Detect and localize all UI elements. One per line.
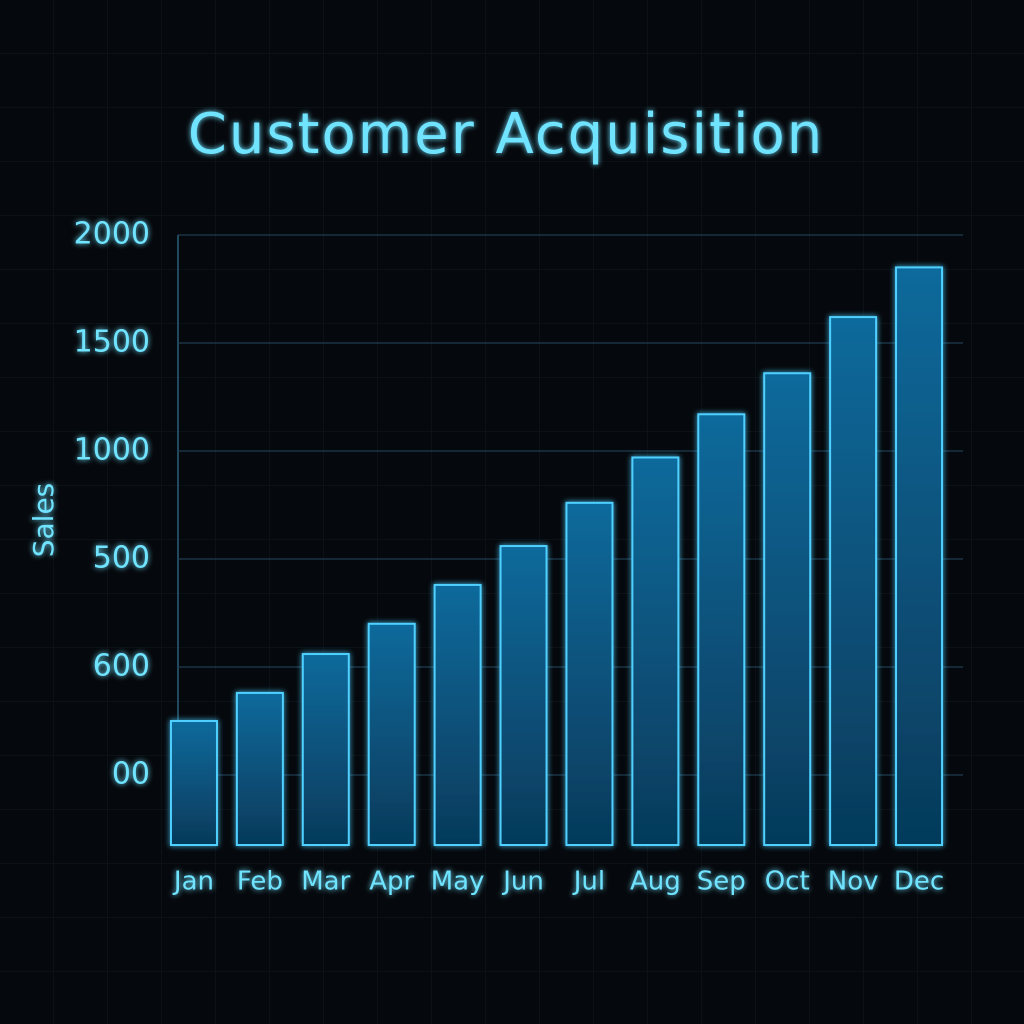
bar bbox=[433, 583, 482, 847]
y-tick-label: 500 bbox=[93, 541, 150, 576]
bar bbox=[895, 266, 944, 846]
y-tick-label: 00 bbox=[112, 757, 150, 792]
bar bbox=[499, 545, 548, 846]
bar bbox=[367, 622, 416, 846]
y-tick-label: 1500 bbox=[74, 325, 150, 360]
x-tick-label: Jun bbox=[501, 867, 544, 897]
bar bbox=[631, 456, 680, 846]
bar bbox=[763, 372, 812, 846]
x-tick-label: May bbox=[431, 867, 485, 897]
x-tick-label: Jan bbox=[172, 867, 214, 897]
bar bbox=[565, 501, 614, 846]
x-tick-label: Nov bbox=[828, 867, 879, 897]
bar bbox=[169, 720, 218, 847]
x-tick-label: Oct bbox=[765, 867, 810, 897]
bar bbox=[235, 691, 284, 846]
bar bbox=[301, 653, 350, 846]
y-tick-label: 1000 bbox=[74, 433, 150, 468]
x-tick-label: Apr bbox=[369, 867, 414, 897]
x-tick-label: Jul bbox=[572, 867, 605, 897]
x-tick-label: Feb bbox=[237, 867, 283, 897]
y-tick-label: 2000 bbox=[74, 217, 150, 252]
x-tick-label: Sep bbox=[697, 867, 746, 897]
bar bbox=[829, 316, 878, 846]
y-axis-label: Sales bbox=[27, 483, 60, 558]
x-tick-label: Aug bbox=[630, 867, 681, 897]
bar bbox=[697, 413, 746, 846]
x-tick-label: Dec bbox=[894, 867, 944, 897]
y-tick-label: 600 bbox=[93, 649, 150, 684]
chart-title: Customer Acquisition bbox=[188, 102, 825, 167]
x-tick-label: Mar bbox=[301, 867, 350, 897]
